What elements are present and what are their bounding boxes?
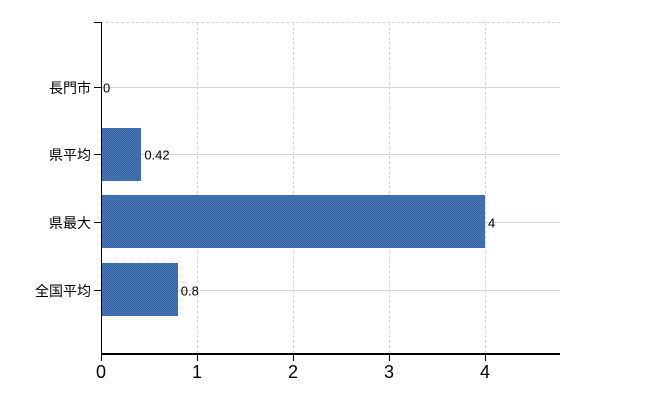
x-tick-label: 4 bbox=[479, 362, 490, 382]
x-tick-label: 0 bbox=[95, 362, 106, 382]
bar bbox=[101, 263, 178, 317]
y-axis-tick bbox=[94, 86, 101, 88]
y-axis-tick bbox=[94, 289, 101, 291]
vertical-gridline bbox=[389, 22, 390, 353]
horizontal-gridline bbox=[101, 86, 560, 88]
horizontal-gridline bbox=[101, 154, 560, 156]
vertical-gridline bbox=[197, 22, 198, 353]
vertical-gridline bbox=[485, 22, 486, 353]
y-axis bbox=[101, 22, 102, 355]
category-label: 全国平均 bbox=[35, 282, 91, 299]
x-tick-label: 1 bbox=[191, 362, 202, 382]
x-axis-tick bbox=[293, 355, 294, 361]
category-label: 長門市 bbox=[49, 79, 91, 96]
y-axis-tick bbox=[94, 221, 101, 223]
y-axis-top-tick bbox=[94, 22, 101, 23]
value-label: 0.42 bbox=[144, 147, 170, 163]
x-axis-tick bbox=[485, 355, 486, 361]
x-tick-label: 3 bbox=[383, 362, 394, 382]
x-axis bbox=[101, 353, 560, 355]
x-axis-tick bbox=[197, 355, 198, 361]
horizontal-gridline bbox=[101, 289, 560, 291]
plot-top-border bbox=[101, 22, 560, 23]
value-label: 0.8 bbox=[180, 283, 199, 299]
x-axis-tick bbox=[389, 355, 390, 361]
vertical-gridline bbox=[293, 22, 294, 353]
bar bbox=[101, 195, 485, 249]
value-label: 4 bbox=[488, 215, 496, 231]
bar bbox=[101, 127, 142, 181]
x-axis-tick bbox=[101, 355, 102, 361]
category-label: 県平均 bbox=[49, 147, 91, 164]
y-axis-tick bbox=[94, 154, 101, 156]
x-tick-label: 2 bbox=[287, 362, 298, 382]
value-label: 0 bbox=[103, 80, 111, 95]
category-label: 県最大 bbox=[49, 214, 91, 231]
